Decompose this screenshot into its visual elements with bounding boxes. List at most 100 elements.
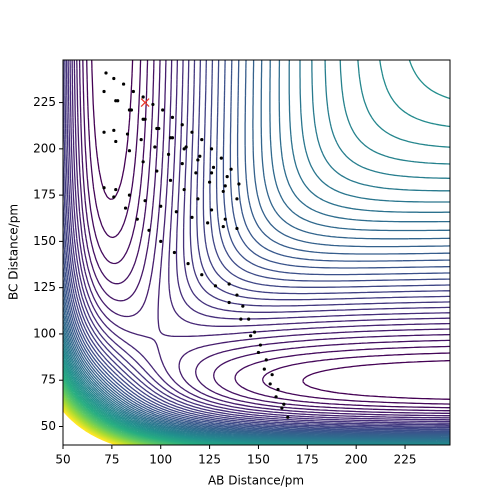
y-tick-label: 100: [33, 326, 56, 340]
trajectory-point: [155, 169, 159, 173]
trajectory-point: [282, 402, 286, 406]
y-tick-label: 225: [33, 95, 56, 109]
trajectory-point: [139, 137, 143, 142]
trajectory-point: [198, 154, 202, 158]
trajectory-point: [207, 180, 212, 184]
trajectory-point: [131, 89, 135, 94]
trajectory-point: [225, 175, 229, 179]
contour-line: [63, 60, 450, 433]
contour-line: [91, 60, 450, 400]
trajectory-point: [127, 193, 132, 197]
trajectory-point: [153, 145, 157, 149]
trajectory-point: [227, 282, 231, 286]
trajectory-point: [143, 199, 147, 203]
contour-line: [69, 60, 450, 421]
trajectory-point: [180, 123, 184, 127]
trajectory-point: [219, 156, 223, 160]
x-tick-label: 75: [104, 453, 119, 467]
contour-line: [63, 370, 222, 445]
contour-line: [63, 362, 267, 445]
trajectory-point: [194, 171, 198, 175]
trajectory-point: [223, 217, 227, 221]
x-axis-label: AB Distance/pm: [208, 474, 304, 488]
trajectory-point: [174, 210, 178, 214]
trajectory-point: [159, 204, 163, 208]
y-axis-label: BC Distance/pm: [7, 204, 21, 300]
trajectory-point: [211, 165, 216, 169]
y-tick-label: 150: [33, 234, 56, 248]
contour-line: [63, 60, 450, 431]
trajectory-point: [127, 108, 132, 112]
trajectory-point: [147, 228, 151, 232]
trajectory-point: [223, 184, 227, 188]
trajectory-point: [235, 226, 239, 231]
trajectory-point: [237, 182, 241, 186]
trajectory-point: [280, 406, 284, 410]
trajectory-point: [206, 221, 210, 225]
trajectory-point: [172, 250, 177, 255]
trajectory-point: [112, 128, 116, 132]
trajectory-point: [168, 178, 173, 182]
contour-line: [63, 60, 450, 440]
y-tick-label: 75: [41, 373, 56, 387]
trajectory-point: [286, 415, 290, 419]
trajectory-point: [102, 186, 106, 190]
x-tick-label: 200: [345, 453, 368, 467]
trajectory-point: [182, 187, 186, 192]
contour-line: [73, 60, 450, 417]
contour-line: [63, 60, 450, 435]
contour-line: [71, 60, 450, 419]
trajectory-point: [268, 382, 272, 386]
trajectory-point: [114, 139, 118, 144]
contour-line: [63, 60, 450, 445]
trajectory-point: [200, 137, 204, 142]
trajectory-point: [241, 304, 245, 308]
contour-line: [64, 60, 450, 426]
contour-line: [82, 60, 450, 409]
contour-line: [63, 60, 450, 441]
trajectory-point: [170, 115, 175, 119]
contour-line: [63, 381, 182, 445]
trajectory-point: [239, 317, 243, 321]
trajectory-point: [196, 197, 200, 201]
trajectory-point: [249, 334, 253, 338]
plot-frame: [62, 59, 451, 446]
trajectory-point: [161, 108, 165, 112]
trajectory-point: [200, 273, 204, 277]
trajectory-point: [180, 162, 184, 166]
contour-line: [63, 391, 155, 445]
trajectory-point: [258, 343, 263, 347]
trajectory-point: [127, 149, 132, 153]
trajectory-point: [186, 262, 190, 266]
trajectory-point: [104, 71, 108, 75]
contour-line: [63, 383, 177, 445]
x-tick-label: 50: [55, 453, 70, 467]
y-tick-label: 175: [33, 188, 56, 202]
y-tick-label: 125: [33, 280, 56, 294]
trajectory-point: [252, 330, 257, 334]
trajectory-point: [256, 350, 261, 355]
trajectory-point: [166, 152, 171, 156]
start-marker: [140, 98, 150, 108]
contour-line: [63, 390, 158, 445]
contour-line: [63, 367, 234, 445]
contour-layer: [63, 60, 450, 445]
trajectory-point: [235, 197, 239, 201]
contour-line: [63, 60, 450, 442]
x-tick-label: 100: [149, 453, 172, 467]
contour-line: [63, 388, 162, 445]
trajectory-point: [112, 76, 116, 81]
contour-line: [63, 60, 450, 427]
contour-line: [63, 60, 450, 444]
trajectory-point: [141, 160, 145, 164]
trajectory-point: [190, 215, 194, 219]
contour-line: [63, 60, 450, 437]
trajectory-point: [209, 147, 214, 151]
contour-line: [86, 60, 450, 405]
y-tick-label: 200: [33, 141, 56, 155]
trajectory-point: [102, 89, 106, 94]
trajectory-point: [209, 171, 214, 175]
trajectory-point: [123, 206, 128, 210]
contour-line: [78, 60, 450, 412]
